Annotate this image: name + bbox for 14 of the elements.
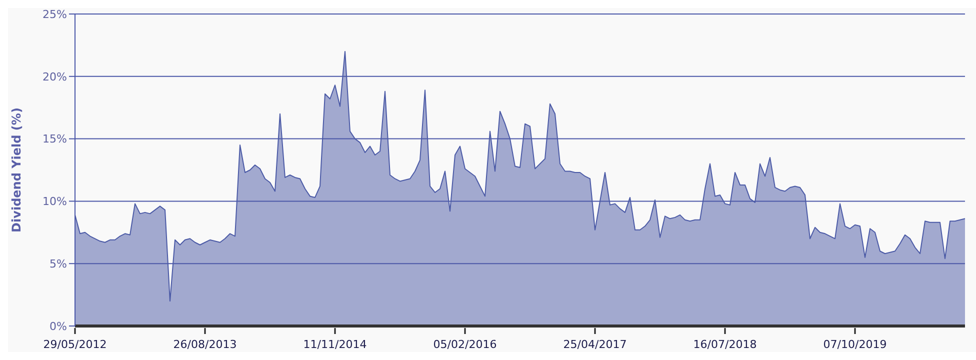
x-tick-label: 16/07/2018: [693, 338, 757, 351]
y-tick-label: 15%: [42, 132, 67, 146]
y-tick-label: 5%: [50, 258, 67, 271]
x-tick-label: 11/11/2014: [303, 338, 367, 351]
x-tick-label: 29/05/2012: [43, 338, 107, 351]
x-tick-label: 25/04/2017: [563, 338, 627, 351]
y-tick-label: 10%: [42, 195, 67, 208]
x-tick-label: 05/02/2016: [433, 338, 497, 351]
y-tick-label: 20%: [42, 70, 67, 84]
y-tick-label: 25%: [42, 8, 67, 21]
y-axis-title: Dividend Yield (%): [9, 108, 24, 232]
x-tick-label: 07/10/2019: [823, 338, 887, 351]
y-tick-label: 0%: [50, 320, 67, 333]
x-tick-label: 26/08/2013: [173, 338, 237, 351]
